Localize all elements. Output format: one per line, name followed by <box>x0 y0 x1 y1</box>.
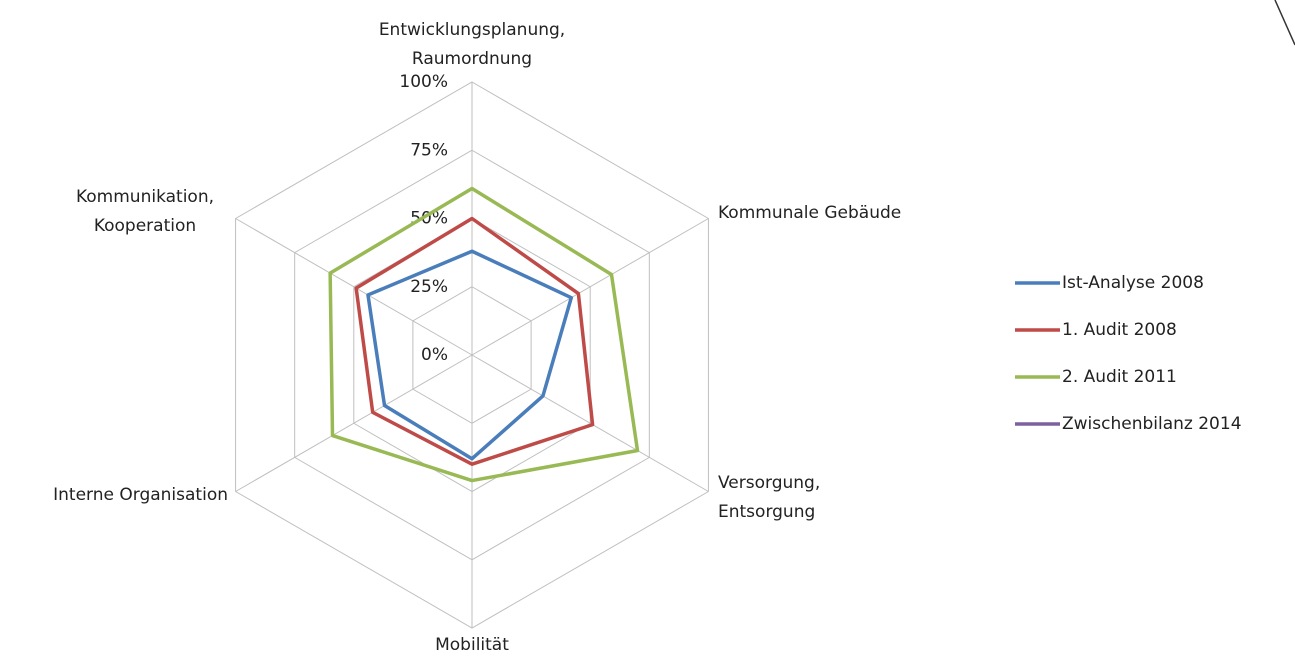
axis-label: Entwicklungsplanung, Raumordnung <box>379 20 565 69</box>
r-tick-label: 75% <box>410 140 448 160</box>
spoke <box>235 218 473 356</box>
series-line <box>328 186 640 483</box>
spoke <box>235 354 473 492</box>
spoke <box>471 218 709 356</box>
r-tick-label: 25% <box>410 277 448 297</box>
series-line <box>366 249 574 461</box>
r-tick-label: 0% <box>421 345 448 365</box>
axis-label: Mobilität <box>435 635 509 655</box>
series-line <box>354 216 595 466</box>
axis-label: Kommunikation, Kooperation <box>76 187 214 236</box>
r-tick-label: 100% <box>399 72 448 92</box>
legend-label: 1. Audit 2008 <box>1062 320 1177 340</box>
axis-label: Versorgung, Entsorgung <box>718 473 820 522</box>
axis-label: Interne Organisation <box>53 485 228 505</box>
legend-label: 2. Audit 2011 <box>1062 367 1177 387</box>
axis-label: Kommunale Gebäude <box>718 203 901 223</box>
r-tick-label: 50% <box>410 209 448 229</box>
spoke <box>471 354 709 492</box>
legend-label: Ist-Analyse 2008 <box>1062 273 1204 293</box>
legend-label: Zwischenbilanz 2014 <box>1062 414 1242 434</box>
stray-line <box>1274 0 1295 46</box>
